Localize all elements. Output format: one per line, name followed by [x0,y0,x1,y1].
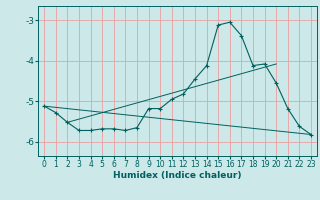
X-axis label: Humidex (Indice chaleur): Humidex (Indice chaleur) [113,171,242,180]
